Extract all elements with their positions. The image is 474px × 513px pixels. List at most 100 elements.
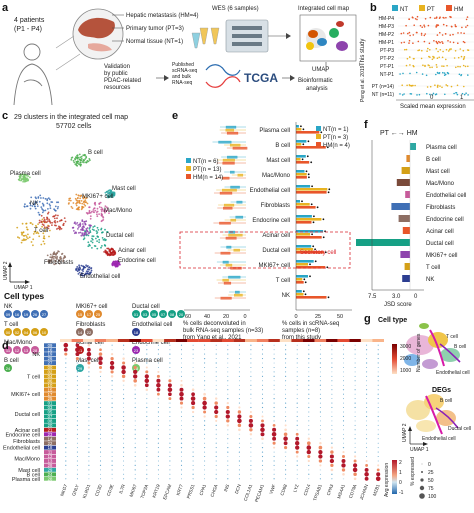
d-dot xyxy=(354,451,356,453)
d-dot xyxy=(204,438,206,440)
d-dot xyxy=(354,366,356,369)
ductal-cluster-2-point xyxy=(81,232,84,235)
b-point xyxy=(413,24,416,27)
b-point xyxy=(442,16,445,19)
b-point xyxy=(467,65,469,68)
cluster-id-text: 13 xyxy=(24,348,29,353)
t-cell-cluster-2-point xyxy=(51,221,53,224)
c-label-nk: NK xyxy=(30,201,38,207)
d-dot xyxy=(157,455,159,458)
b-point xyxy=(454,24,457,26)
f-bar xyxy=(402,275,410,282)
size-legend-tick: 25 xyxy=(428,470,434,476)
cluster-id-badge xyxy=(4,310,12,318)
b-point xyxy=(427,24,430,27)
b-point xyxy=(438,40,440,43)
endocrine-cluster-point xyxy=(113,260,115,263)
cell-types-title: Cell types xyxy=(4,291,44,301)
d-dot xyxy=(366,380,368,382)
d-dot xyxy=(123,464,125,466)
d-dot xyxy=(296,358,298,360)
d-dot xyxy=(65,451,67,453)
fibro-cluster-point xyxy=(56,255,58,258)
b-xtick-1: 1 xyxy=(460,95,464,101)
genes-tick-2: 1000 xyxy=(400,368,411,374)
d-dot xyxy=(331,438,333,440)
d-dot xyxy=(261,353,264,355)
d-dot xyxy=(169,447,171,449)
d-dot xyxy=(76,420,78,422)
f-category-label: Acinar cell xyxy=(426,229,454,235)
e-right-dot xyxy=(311,233,313,236)
e-right-dot xyxy=(302,128,305,131)
endothelial-cluster-point xyxy=(79,268,82,270)
exp-title: Avg expression xyxy=(384,463,390,497)
d-dot xyxy=(169,473,171,475)
b-point xyxy=(431,66,433,69)
d-dot xyxy=(134,406,136,409)
d-dot xyxy=(180,384,183,387)
d-dot xyxy=(366,447,368,449)
d-dot xyxy=(76,424,78,426)
panel-c-count: 57702 cells xyxy=(56,123,92,130)
fibro-cluster-point xyxy=(48,261,51,264)
b-point xyxy=(405,24,407,27)
e-right-bar xyxy=(296,200,300,203)
mki67-cluster-point xyxy=(77,208,80,210)
t-cell-cluster-2-point xyxy=(43,218,46,221)
acinar-cluster-point xyxy=(113,253,116,256)
validation-text-1: by public xyxy=(104,71,128,77)
b-cell-cluster-point xyxy=(87,160,90,163)
b-point xyxy=(436,34,439,36)
d-dot xyxy=(157,433,159,435)
d-dot xyxy=(273,402,275,404)
fibro-cluster-point xyxy=(51,261,54,264)
b-point xyxy=(457,56,460,59)
d-gene-count-cell xyxy=(245,339,257,342)
ductal-cluster-point xyxy=(88,228,91,230)
d-dot xyxy=(273,460,275,462)
d-dot xyxy=(100,473,101,475)
d-dot xyxy=(99,415,102,418)
d-dot xyxy=(377,420,379,422)
d-dot xyxy=(123,402,125,404)
d-dot xyxy=(146,424,148,426)
d-dot xyxy=(215,358,217,360)
d-dot xyxy=(319,473,321,475)
macmono-cluster-point xyxy=(104,211,106,214)
f-bar xyxy=(391,203,410,210)
macmono-cluster-point xyxy=(91,210,93,213)
d-dot xyxy=(296,367,298,368)
mki67-cluster-point xyxy=(68,199,70,202)
d-dot xyxy=(123,407,125,408)
d-dot xyxy=(237,418,242,424)
t-cell-cluster-2-point xyxy=(53,215,56,218)
ductal-cluster-2-point xyxy=(73,230,75,232)
d-dot xyxy=(65,389,67,391)
acinar-cluster-point xyxy=(109,251,112,254)
ductal-cluster-point xyxy=(84,230,86,233)
published-text-3: RNA-seq xyxy=(172,80,193,86)
mki67-cluster-point xyxy=(82,195,85,197)
d-dot xyxy=(296,473,298,475)
d-gene-label: MZB1 xyxy=(372,483,381,496)
b-point xyxy=(401,94,404,96)
e-right-dot xyxy=(303,278,306,281)
d-dot xyxy=(296,406,298,409)
d-dot xyxy=(319,384,322,386)
d-dot xyxy=(284,446,288,450)
ductal-cluster-point xyxy=(91,235,94,238)
d-dot xyxy=(123,442,125,444)
d-gene-count-cell xyxy=(60,339,72,342)
d-dot xyxy=(285,366,287,369)
d-dot xyxy=(122,357,125,360)
cell-type-name: Ductal cell xyxy=(132,304,160,310)
d-dot xyxy=(331,384,333,386)
d-dot xyxy=(331,411,333,413)
d-dot xyxy=(100,411,101,413)
e-right-legend-label: PT(n = 3) xyxy=(323,135,348,141)
cluster-id-text: 11 xyxy=(6,348,11,353)
d-dot xyxy=(296,424,298,427)
b-cell-cluster-point xyxy=(79,156,82,159)
d-gene-label: GNLY xyxy=(71,484,80,497)
